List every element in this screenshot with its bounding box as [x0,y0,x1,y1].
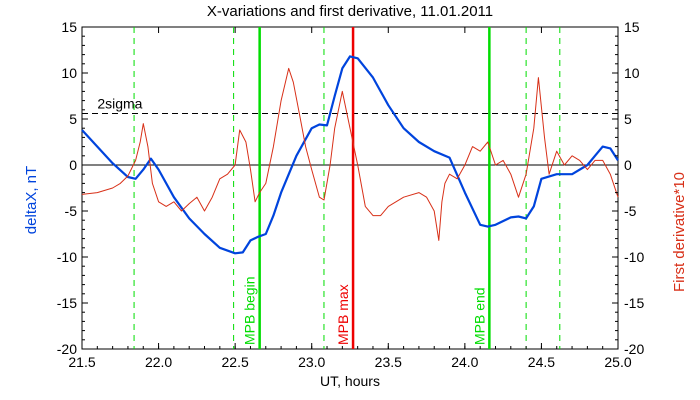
event-label-0: MPB begin [242,277,258,345]
x-tick-label-5: 24.0 [451,354,478,370]
y-tick-label-left-7: 15 [61,19,77,35]
x-tick-label-7: 25.0 [604,354,631,370]
y-tick-label-right-6: 10 [624,65,640,81]
x-tick-label-2: 22.5 [222,354,249,370]
event-label-2: MPB end [471,287,487,345]
y-tick-label-right-7: 15 [624,19,640,35]
sigma-label: 2sigma [97,95,142,111]
x-tick-label-6: 24.5 [528,354,555,370]
event-label-1: MPB max [335,284,351,345]
x-axis-label: UT, hours [320,373,380,389]
y-tick-label-left-5: 5 [69,111,77,127]
y-axis-label-left: deltaX, nT [23,166,40,234]
y-tick-label-right-5: 5 [624,111,632,127]
y-tick-label-right-3: -5 [624,203,637,219]
y-tick-label-left-0: -20 [57,341,77,357]
y-tick-label-right-4: 0 [624,157,632,173]
x-tick-label-0: 21.5 [68,354,95,370]
x-tick-label-3: 23.0 [298,354,325,370]
y-tick-label-right-1: -15 [624,295,644,311]
x-tick-label-1: 22.0 [145,354,172,370]
deltax-series-line [81,55,619,255]
plot-frame [81,26,619,350]
y-tick-label-left-6: 10 [61,65,77,81]
y-tick-label-left-4: 0 [69,157,77,173]
y-tick-label-right-0: -20 [624,341,644,357]
x-tick-label-4: 23.5 [375,354,402,370]
y-tick-label-left-2: -10 [57,249,77,265]
plot-area: 2sigma [81,26,619,350]
chart-title: X-variations and first derivative, 11.01… [207,3,493,20]
y-axis-label-right: First derivative*10 [671,172,688,292]
derivative-series-line [81,67,619,241]
y-tick-label-left-3: -5 [65,203,78,219]
axis-ticks: 21.5 22.0 22.5 23.0 23.5 24.0 24.5 25.0-20 -20-1… [57,19,645,370]
y-tick-label-right-2: -10 [624,249,644,265]
y-tick-label-left-1: -15 [57,295,77,311]
chart-marks: MPB begin MPB max MPB end [81,27,619,349]
